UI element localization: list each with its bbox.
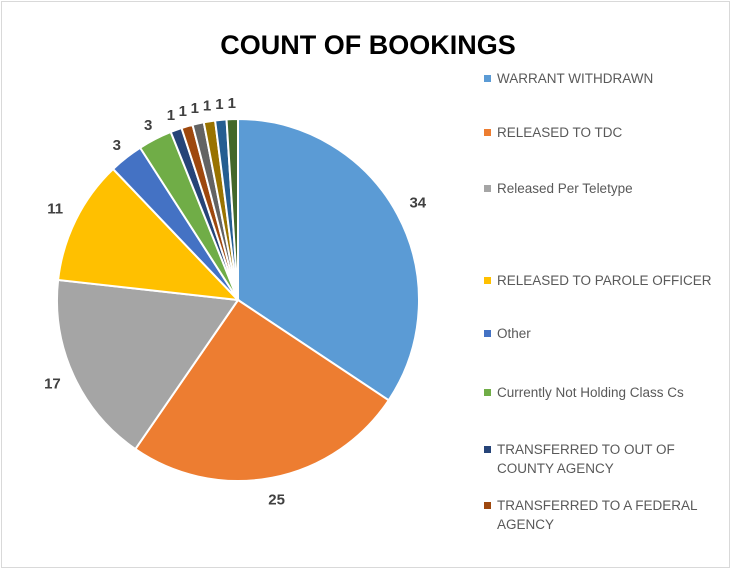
data-label: 17 (44, 376, 61, 393)
data-label: 1 (191, 100, 199, 117)
legend-label: Released Per Teletype (497, 181, 633, 196)
data-label: 1 (228, 95, 236, 112)
legend-label: Currently Not Holding Class Cs (497, 385, 684, 400)
legend-swatch (484, 129, 491, 136)
legend-item: TRANSFERRED TO A FEDERAL AGENCY (484, 496, 719, 534)
chart-title: COUNT OF BOOKINGS (220, 30, 516, 60)
data-label: 34 (409, 195, 426, 212)
data-label: 3 (113, 137, 121, 154)
legend-swatch (484, 446, 491, 453)
legend-swatch (484, 330, 491, 337)
data-label: 25 (268, 491, 285, 508)
legend-label: TRANSFERRED TO A FEDERAL AGENCY (497, 498, 698, 532)
data-label: 3 (144, 117, 152, 134)
data-label: 1 (179, 103, 187, 120)
legend-swatch (484, 389, 491, 396)
legend-swatch (484, 502, 491, 509)
data-label: 1 (215, 96, 223, 113)
legend-item: RELEASED TO PAROLE OFFICER (484, 271, 719, 290)
data-label: 11 (47, 200, 63, 217)
pie-slice (56, 278, 240, 451)
legend-label: TRANSFERRED TO OUT OF COUNTY AGENCY (497, 442, 675, 476)
pie-slice (225, 117, 239, 301)
legend-item: WARRANT WITHDRAWN (484, 69, 719, 88)
pie-slice (57, 167, 241, 302)
legend-item: Released Per Teletype (484, 179, 719, 198)
pie-slice (133, 298, 391, 482)
legend-label: RELEASED TO TDC (497, 125, 623, 140)
legend-swatch (484, 277, 491, 284)
legend-item: Currently Not Holding Class Cs (484, 383, 719, 402)
legend-item: TRANSFERRED TO OUT OF COUNTY AGENCY (484, 440, 719, 478)
legend-swatch (484, 75, 491, 82)
legend-item: Other (484, 324, 719, 343)
legend-item: RELEASED TO TDC (484, 123, 719, 142)
data-label: 1 (167, 107, 175, 124)
legend-label: Other (497, 326, 531, 341)
legend-swatch (484, 185, 491, 192)
data-label: 1 (203, 97, 211, 114)
legend-label: WARRANT WITHDRAWN (497, 71, 654, 86)
legend-label: RELEASED TO PAROLE OFFICER (497, 273, 712, 288)
